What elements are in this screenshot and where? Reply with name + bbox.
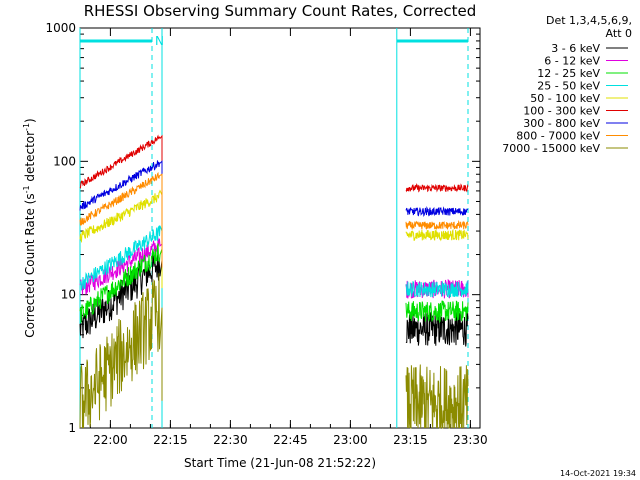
- y-axis-label-sup2: -1: [22, 123, 31, 131]
- y-axis-label-main: Corrected Count Rate (s: [23, 193, 37, 337]
- axis-ticks: [80, 27, 480, 429]
- x-tick-label: 22:00: [93, 433, 128, 447]
- y-tick-label: 1000: [45, 21, 76, 35]
- series-line-late: [405, 182, 469, 193]
- legend-label: 6 - 12 keV: [544, 55, 600, 68]
- footer-timestamp: 14-Oct-2021 19:34: [560, 469, 636, 478]
- series-line-late: [405, 228, 469, 242]
- series-line-late: [405, 280, 469, 299]
- y-tick-labels: 1 10 100 1000: [45, 21, 76, 435]
- series-line-early: [79, 273, 163, 429]
- series-line-early: [79, 160, 163, 255]
- series-line-early: [79, 224, 163, 325]
- legend-header-line-2: Att 0: [606, 27, 632, 40]
- y-axis-label-sup1: -1: [22, 185, 31, 193]
- legend-label: 7000 - 15000 keV: [502, 142, 600, 155]
- y-axis-label-end: ): [23, 118, 37, 123]
- y-axis-label-mid: detector: [23, 131, 37, 186]
- series-line-early: [79, 134, 163, 230]
- y-axis-label: Corrected Count Rate (s-1 detector-1): [22, 118, 37, 337]
- x-tick-label: 23:15: [393, 433, 428, 447]
- y-tick-label: 1: [68, 421, 76, 435]
- y-tick-label: 100: [53, 154, 76, 168]
- legend-label: 50 - 100 keV: [530, 92, 600, 105]
- x-tick-labels: 22:00 22:15 22:30 22:45 23:00 23:15 23:30: [93, 433, 488, 447]
- legend-label: 300 - 800 keV: [523, 117, 600, 130]
- chart-title: RHESSI Observing Summary Count Rates, Co…: [84, 2, 477, 20]
- series-layer: [79, 134, 469, 429]
- series-line-late: [405, 205, 469, 217]
- y-tick-label: 10: [61, 288, 76, 302]
- x-tick-label: 23:30: [453, 433, 488, 447]
- legend-label: 25 - 50 keV: [537, 80, 600, 93]
- plot-area: N: [79, 27, 481, 429]
- x-tick-label: 22:15: [153, 433, 188, 447]
- x-tick-label: 23:00: [333, 433, 368, 447]
- x-tick-label: 22:30: [213, 433, 248, 447]
- night-bars: N: [80, 34, 468, 48]
- x-tick-label: 22:45: [273, 433, 308, 447]
- legend-label: 12 - 25 keV: [537, 67, 600, 80]
- legend-label: 800 - 7000 keV: [516, 130, 600, 143]
- legend-label: 100 - 300 keV: [523, 105, 600, 118]
- series-line-late: [405, 300, 469, 324]
- night-marker-label: N: [155, 34, 164, 48]
- series-line-early: [79, 171, 163, 268]
- series-line-late: [405, 219, 469, 230]
- series-line-early: [79, 237, 163, 338]
- legend-label: 3 - 6 keV: [551, 42, 600, 55]
- x-axis-label: Start Time (21-Jun-08 21:52:22): [184, 456, 376, 470]
- series-line-late: [405, 364, 469, 429]
- segment-boundaries: [79, 28, 469, 428]
- series-line-early: [79, 243, 163, 343]
- legend-header-line-1: Det 1,3,4,5,6,9,: [546, 14, 632, 27]
- series-line-early: [79, 189, 163, 289]
